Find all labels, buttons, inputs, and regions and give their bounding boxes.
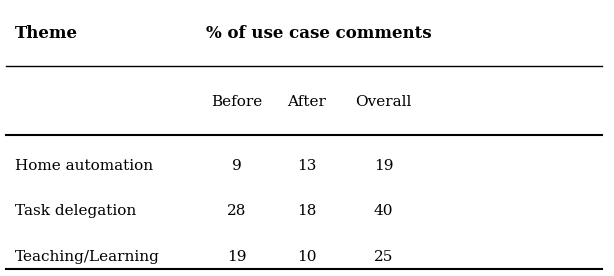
Text: Home automation: Home automation bbox=[15, 159, 154, 172]
Text: 18: 18 bbox=[297, 204, 317, 218]
Text: Theme: Theme bbox=[15, 25, 79, 42]
Text: 10: 10 bbox=[297, 250, 317, 264]
Text: 40: 40 bbox=[374, 204, 394, 218]
Text: Before: Before bbox=[211, 95, 262, 109]
Text: 13: 13 bbox=[297, 159, 317, 172]
Text: After: After bbox=[287, 95, 327, 109]
Text: % of use case comments: % of use case comments bbox=[206, 25, 432, 42]
Text: Task delegation: Task delegation bbox=[15, 204, 136, 218]
Text: Overall: Overall bbox=[356, 95, 412, 109]
Text: Teaching/Learning: Teaching/Learning bbox=[15, 250, 160, 264]
Text: 19: 19 bbox=[374, 159, 394, 172]
Text: 25: 25 bbox=[374, 250, 394, 264]
Text: 19: 19 bbox=[227, 250, 246, 264]
Text: 9: 9 bbox=[231, 159, 241, 172]
Text: 28: 28 bbox=[227, 204, 246, 218]
